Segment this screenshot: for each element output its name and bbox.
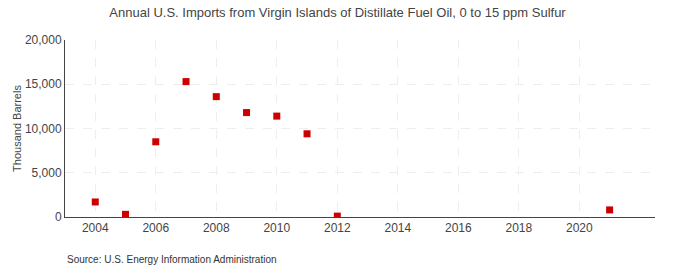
svg-text:2016: 2016 [445, 221, 472, 235]
svg-text:0: 0 [55, 210, 62, 224]
svg-text:2012: 2012 [324, 221, 351, 235]
svg-text:2004: 2004 [82, 221, 109, 235]
svg-text:Thousand Barrels: Thousand Barrels [11, 85, 23, 172]
svg-text:2006: 2006 [142, 221, 169, 235]
svg-text:Source: U.S. Energy Informatio: Source: U.S. Energy Information Administ… [67, 254, 277, 265]
svg-text:5,000: 5,000 [32, 166, 62, 180]
svg-text:2018: 2018 [505, 221, 532, 235]
svg-text:Annual U.S. Imports from Virgi: Annual U.S. Imports from Virgin Islands … [109, 5, 566, 20]
svg-text:15,000: 15,000 [25, 77, 62, 91]
svg-text:20,000: 20,000 [25, 33, 62, 47]
svg-text:2020: 2020 [566, 221, 593, 235]
svg-text:2014: 2014 [384, 221, 411, 235]
svg-text:2008: 2008 [203, 221, 230, 235]
svg-text:10,000: 10,000 [25, 122, 62, 136]
svg-text:2010: 2010 [263, 221, 290, 235]
